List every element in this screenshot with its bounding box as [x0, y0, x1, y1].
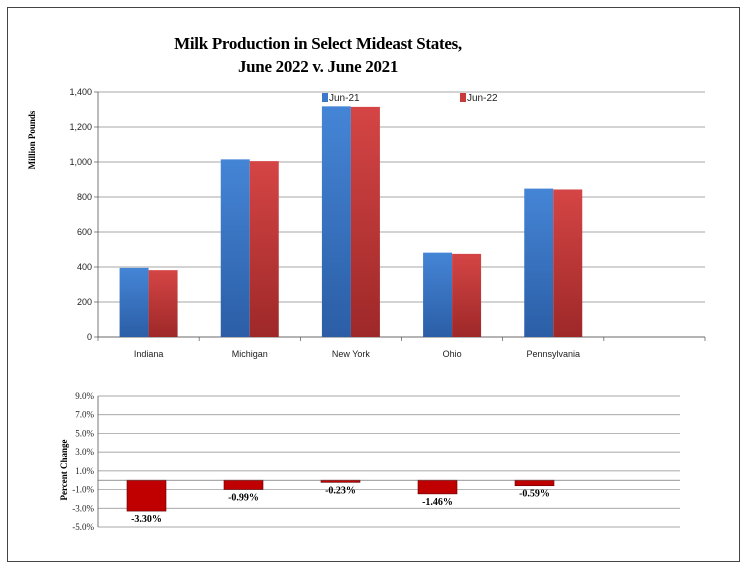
- y-tick-label: -5.0%: [72, 522, 94, 532]
- legend-entry: Jun-21: [329, 93, 360, 104]
- bar-jun-21-indiana: [119, 267, 149, 337]
- y-tick-label: 1,200: [69, 122, 92, 132]
- bar-jun-21-michigan: [220, 159, 250, 337]
- y-tick-label: 600: [77, 227, 92, 237]
- data-label: -0.99%: [228, 492, 259, 503]
- y-tick-label: 1,000: [69, 157, 92, 167]
- bar-jun-22-ohio: [452, 253, 482, 337]
- bar-jun-21-new-york: [321, 106, 351, 337]
- chart-subtitle: June 2022 v. June 2021: [237, 57, 399, 76]
- y-axis-label-percent: Percent Change: [59, 439, 69, 500]
- y-tick-label: 1.0%: [75, 466, 94, 476]
- x-category-label: Indiana: [134, 349, 164, 359]
- data-label: -0.23%: [325, 485, 356, 496]
- change-bar-indiana: [126, 479, 167, 512]
- y-tick-label: 200: [77, 297, 92, 307]
- legend-swatch: [322, 93, 328, 102]
- data-label: -1.46%: [422, 497, 453, 508]
- y-tick-label: -3.0%: [72, 503, 94, 513]
- x-category-label: New York: [332, 349, 371, 359]
- data-label: -0.59%: [519, 489, 550, 500]
- data-label: -3.30%: [131, 514, 162, 525]
- bar-jun-21-ohio: [423, 252, 453, 337]
- bar-jun-22-indiana: [148, 270, 178, 337]
- bar-jun-22-pennsylvania: [553, 189, 583, 337]
- change-bar-new-york: [320, 479, 361, 483]
- bar-jun-22-michigan: [249, 161, 279, 337]
- y-tick-label: -1.0%: [72, 485, 94, 495]
- y-tick-label: 3.0%: [75, 447, 94, 457]
- y-tick-label: 400: [77, 262, 92, 272]
- y-tick-label: 0: [87, 332, 92, 342]
- bar-jun-22-new-york: [350, 106, 380, 337]
- legend-swatch: [460, 93, 466, 102]
- y-tick-label: 5.0%: [75, 428, 94, 438]
- bar-jun-21-pennsylvania: [524, 188, 554, 337]
- y-tick-label: 9.0%: [75, 391, 94, 401]
- y-tick-label: 7.0%: [75, 410, 94, 420]
- x-category-label: Pennsylvania: [526, 349, 580, 359]
- y-axis-label: Million Pounds: [27, 110, 37, 169]
- change-bar-michigan: [223, 479, 264, 490]
- x-category-label: Ohio: [443, 349, 462, 359]
- chart-title: Milk Production in Select Mideast States…: [174, 34, 462, 53]
- legend-entry: Jun-22: [467, 93, 498, 104]
- change-bar-ohio: [417, 479, 458, 495]
- y-tick-label: 800: [77, 192, 92, 202]
- change-bar-pennsylvania: [514, 479, 555, 487]
- x-category-label: Michigan: [232, 349, 268, 359]
- y-tick-label: 1,400: [69, 87, 92, 97]
